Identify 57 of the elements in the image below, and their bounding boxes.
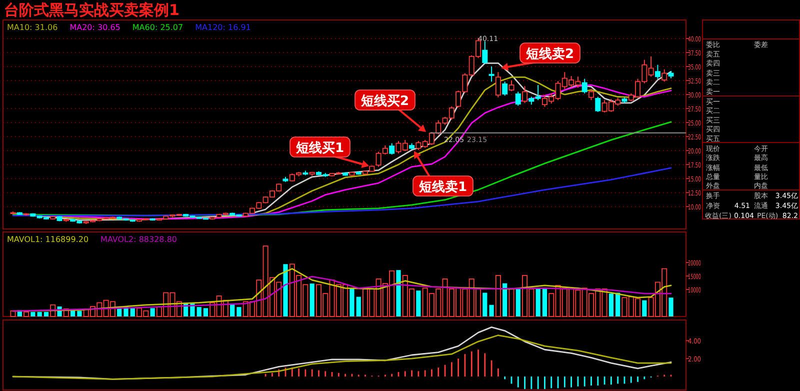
text: MA60: 25.07 bbox=[132, 23, 184, 32]
text: MAVOL1: 116899.20 bbox=[7, 235, 89, 244]
candlestick bbox=[495, 72, 501, 98]
text: MAVOL2: 88328.80 bbox=[100, 235, 177, 244]
bar bbox=[416, 290, 421, 316]
bar bbox=[536, 288, 540, 316]
line-series bbox=[12, 334, 672, 380]
bar bbox=[516, 288, 520, 316]
candlestick bbox=[588, 88, 594, 101]
line-series bbox=[12, 121, 672, 216]
annotation: 短线卖1 bbox=[418, 180, 468, 195]
bar bbox=[37, 312, 42, 316]
bar bbox=[130, 308, 135, 316]
line-series bbox=[12, 268, 672, 312]
annotation: 短线卖2 bbox=[524, 47, 574, 62]
candlestick bbox=[582, 78, 588, 94]
bar bbox=[236, 307, 242, 316]
text: MA120: 16.91 bbox=[195, 23, 251, 32]
bar bbox=[196, 307, 202, 316]
bar bbox=[508, 288, 514, 317]
text: MA20: 30.65 bbox=[70, 23, 120, 32]
candlestick bbox=[389, 142, 395, 155]
bar bbox=[642, 300, 647, 316]
line-series bbox=[12, 167, 672, 216]
bar bbox=[502, 283, 508, 316]
bar bbox=[350, 288, 354, 316]
bar bbox=[77, 310, 82, 316]
bar bbox=[489, 304, 494, 316]
bar bbox=[203, 308, 208, 316]
bar bbox=[668, 298, 674, 316]
chart-title: 台阶式黑马实战买卖案例1 bbox=[4, 1, 180, 19]
bar bbox=[310, 284, 314, 316]
line-series bbox=[12, 276, 672, 312]
bar bbox=[616, 292, 620, 316]
candlestick bbox=[654, 64, 660, 80]
candlestick bbox=[595, 96, 601, 112]
bar bbox=[24, 311, 30, 317]
candlestick bbox=[515, 91, 521, 106]
candlestick bbox=[502, 81, 508, 96]
bar bbox=[495, 275, 501, 317]
bar bbox=[283, 264, 288, 316]
bar bbox=[150, 308, 155, 316]
bar bbox=[356, 296, 361, 316]
bar bbox=[30, 312, 36, 316]
bar bbox=[396, 270, 401, 316]
candlestick bbox=[482, 40, 488, 64]
bar bbox=[608, 294, 614, 316]
candlestick bbox=[508, 80, 514, 92]
annotation: 短线买2 bbox=[360, 94, 410, 109]
bar bbox=[542, 288, 548, 316]
text: MA10: 31.06 bbox=[7, 23, 58, 32]
candlestick bbox=[662, 68, 668, 82]
bar bbox=[482, 292, 488, 316]
bar bbox=[44, 312, 49, 316]
annotation: 短线买1 bbox=[294, 141, 344, 156]
candlestick bbox=[488, 66, 494, 82]
candlestick bbox=[522, 86, 528, 104]
